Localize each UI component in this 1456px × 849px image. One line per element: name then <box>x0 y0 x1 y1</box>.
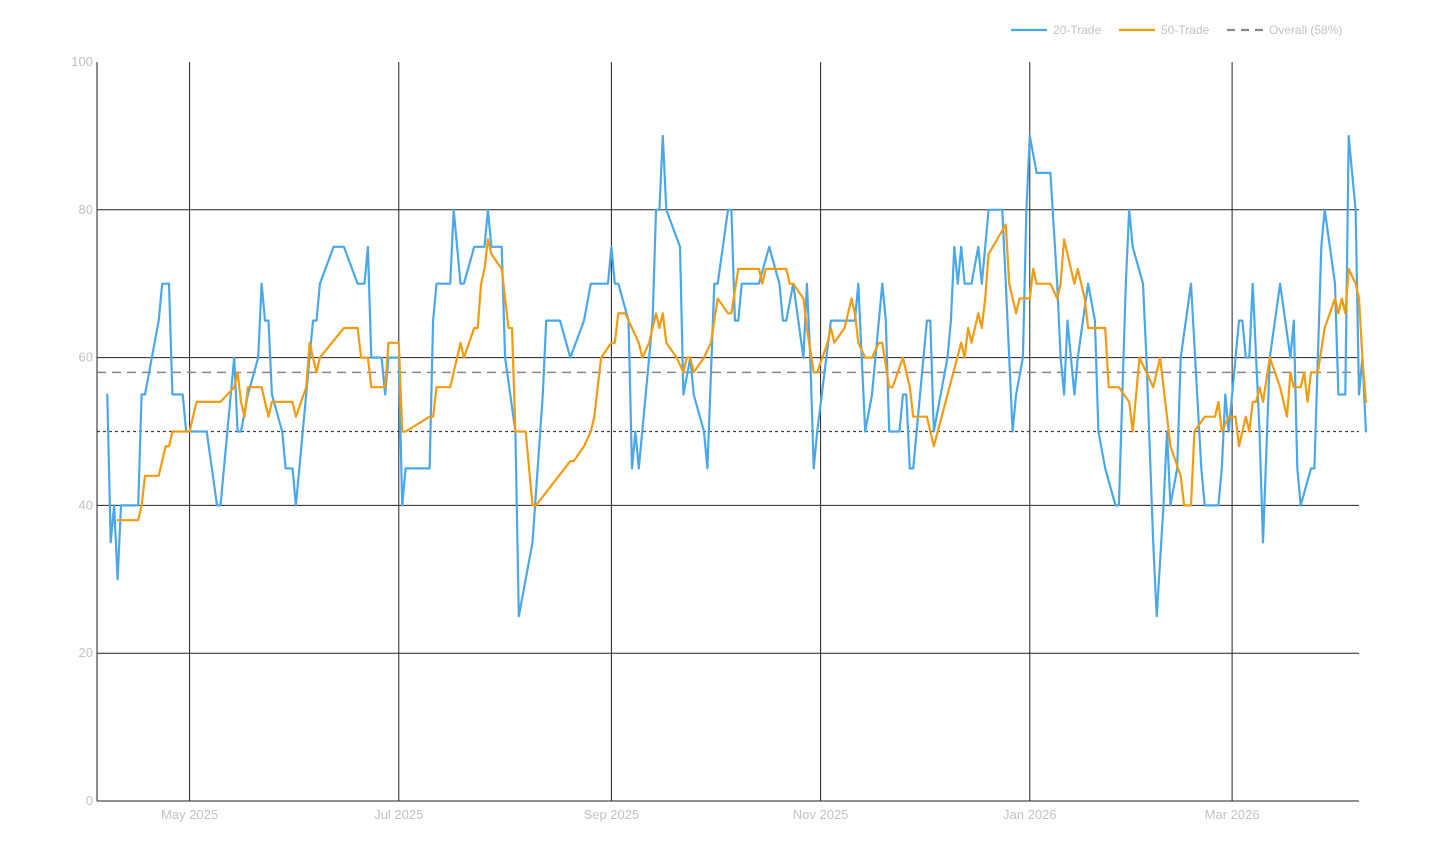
y-tick-label: 80 <box>79 202 93 217</box>
x-tick-label: Sep 2025 <box>584 807 640 822</box>
series-line-50-trade <box>116 223 1367 522</box>
y-tick-label: 0 <box>86 793 93 808</box>
legend-label: Overall (58%) <box>1269 23 1342 37</box>
x-tick-label: May 2025 <box>161 807 218 822</box>
y-tick-label: 100 <box>71 54 93 69</box>
x-tick-label: Mar 2026 <box>1205 807 1260 822</box>
x-tick-label: Nov 2025 <box>793 807 849 822</box>
y-tick-label: 60 <box>79 350 93 365</box>
y-tick-label: 40 <box>79 497 93 512</box>
x-tick-label: Jul 2025 <box>374 807 423 822</box>
x-tick-label: Jan 2026 <box>1003 807 1057 822</box>
y-tick-label: 20 <box>79 645 93 660</box>
legend-label: 20-Trade <box>1053 23 1102 37</box>
series-line-20-trade <box>106 134 1367 618</box>
axis-layer: 0 20 40 60 80 100 May 2025 Jul 2025 Sep 2025 Nov … <box>71 54 1359 822</box>
legend: 20-Trade 50-Trade Overall (58%) <box>1011 23 1342 37</box>
series-layer <box>106 134 1367 618</box>
legend-label: 50-Trade <box>1161 23 1210 37</box>
